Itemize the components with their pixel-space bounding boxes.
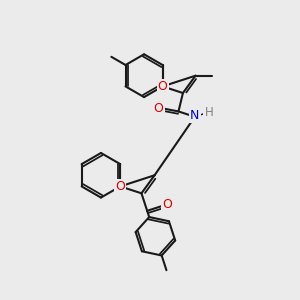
Text: O: O [162, 198, 172, 211]
Text: N: N [190, 109, 200, 122]
Text: O: O [158, 80, 167, 93]
Text: O: O [115, 180, 125, 193]
Text: O: O [154, 102, 164, 115]
Text: H: H [204, 106, 213, 119]
